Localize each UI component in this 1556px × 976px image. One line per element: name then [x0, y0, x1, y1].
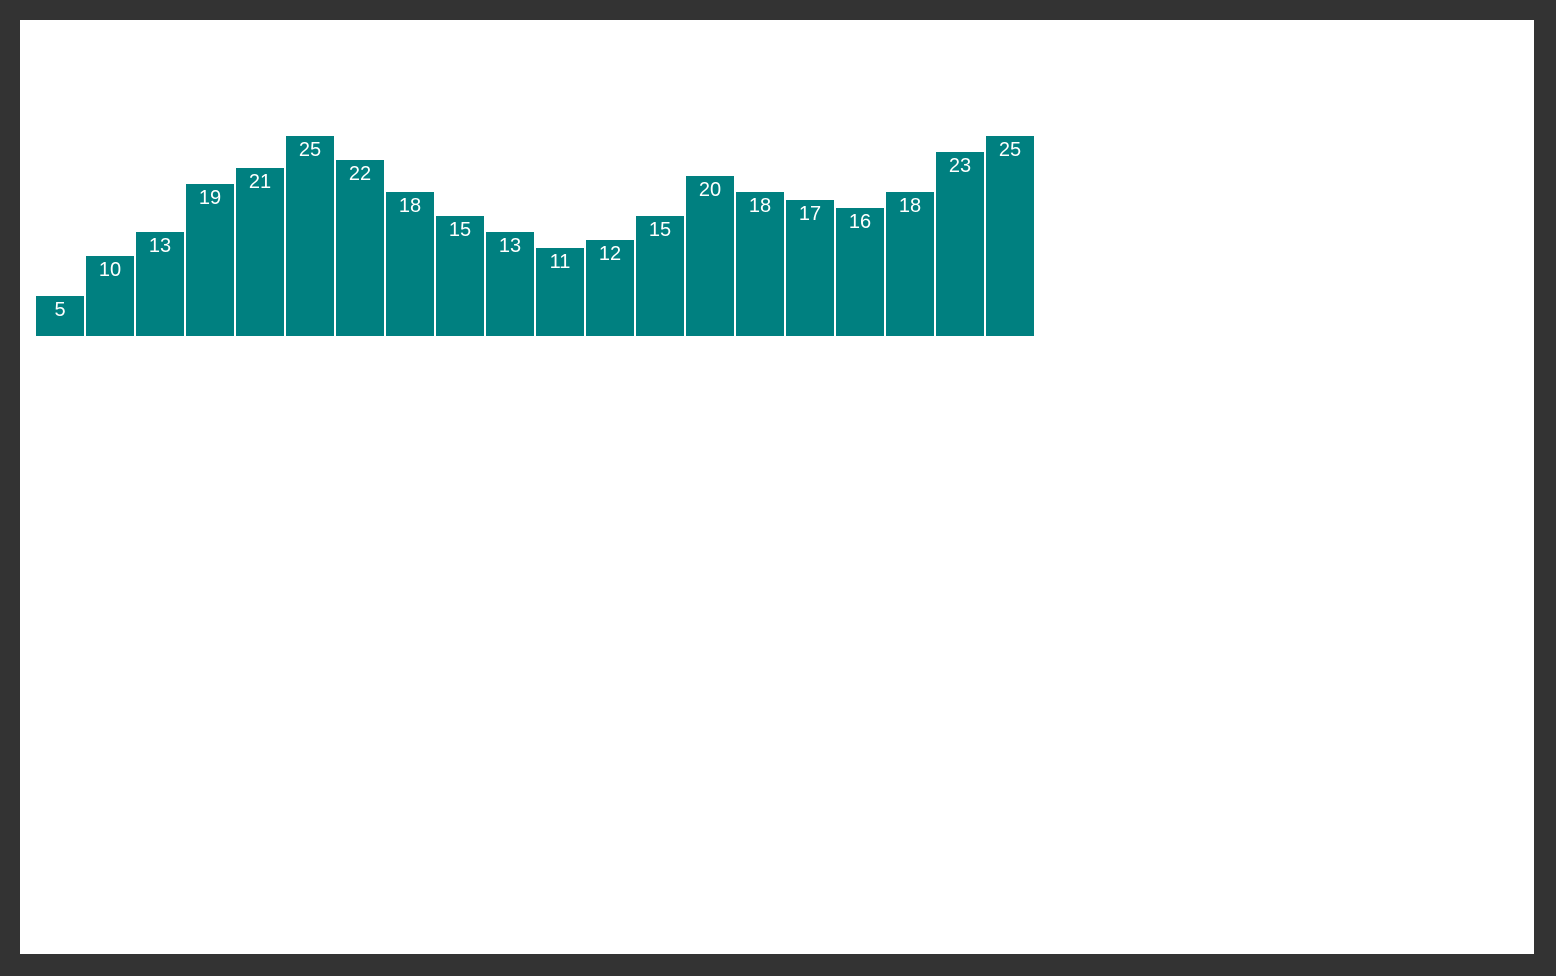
- bar-7: [336, 160, 384, 336]
- bar-12: [586, 240, 634, 336]
- bar-label-17: 16: [849, 211, 871, 233]
- bar-label-18: 18: [899, 195, 921, 217]
- bar-3: [136, 232, 184, 336]
- bar-label-4: 19: [199, 187, 221, 209]
- bar-label-20: 25: [999, 139, 1021, 161]
- bar-label-3: 13: [149, 235, 171, 257]
- bar-8: [386, 192, 434, 336]
- chart-canvas: 5 10 13 19 21 25 22 18 15 13 11 12 15 20 18 17 16 18 23 25: [20, 20, 1534, 954]
- bar-label-6: 25: [299, 139, 321, 161]
- bar-18: [886, 192, 934, 336]
- bar-label-15: 18: [749, 195, 771, 217]
- bar-14: [686, 176, 734, 336]
- bar-chart: 5 10 13 19 21 25 22 18 15 13 11 12 15 20 18 17 16 18 23 25: [36, 136, 1034, 336]
- chart-frame: 5 10 13 19 21 25 22 18 15 13 11 12 15 20 18 17 16 18 23 25: [5, 5, 1549, 969]
- bar-label-12: 12: [599, 243, 621, 265]
- bar-2: [86, 256, 134, 336]
- bar-4: [186, 184, 234, 336]
- bar-11: [536, 248, 584, 336]
- bar-label-8: 18: [399, 195, 421, 217]
- bar-label-7: 22: [349, 163, 371, 185]
- bar-label-13: 15: [649, 219, 671, 241]
- bar-10: [486, 232, 534, 336]
- bar-6: [286, 136, 334, 336]
- bar-1: [36, 296, 84, 336]
- bar-label-2: 10: [99, 259, 121, 281]
- bar-label-9: 15: [449, 219, 471, 241]
- bar-label-16: 17: [799, 203, 821, 225]
- bar-5: [236, 168, 284, 336]
- bar-9: [436, 216, 484, 336]
- bar-label-1: 5: [54, 299, 65, 321]
- bar-19: [936, 152, 984, 336]
- bar-15: [736, 192, 784, 336]
- bar-label-10: 13: [499, 235, 521, 257]
- bar-17: [836, 208, 884, 336]
- bar-label-5: 21: [249, 171, 271, 193]
- bar-label-14: 20: [699, 179, 721, 201]
- bar-label-11: 11: [550, 251, 571, 273]
- bar-13: [636, 216, 684, 336]
- bar-20: [986, 136, 1034, 336]
- bar-label-19: 23: [949, 155, 971, 177]
- bar-16: [786, 200, 834, 336]
